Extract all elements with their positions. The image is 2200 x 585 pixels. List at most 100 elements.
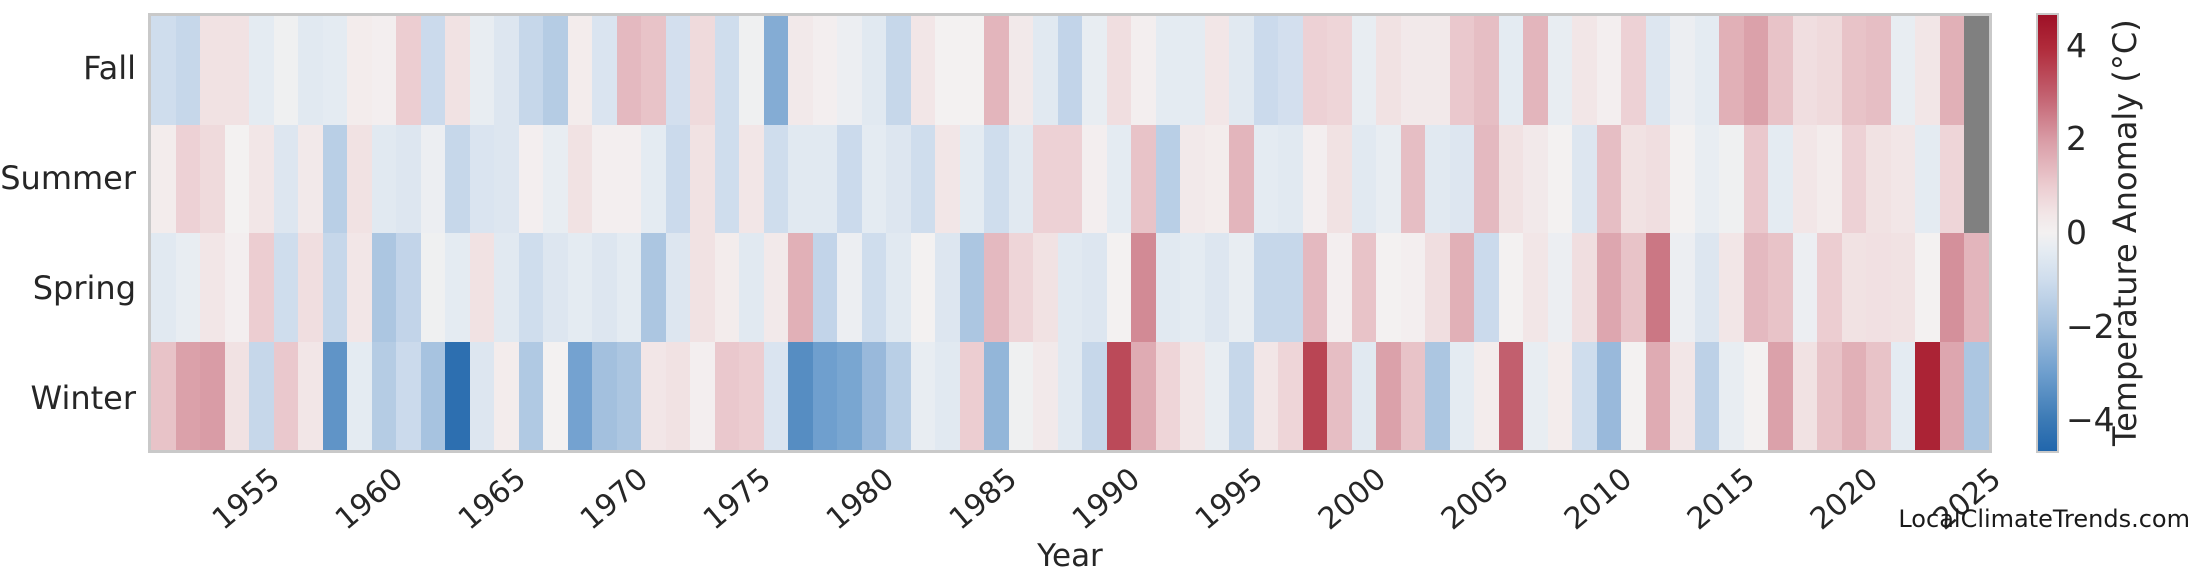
heatmap-cell <box>1155 233 1180 342</box>
heatmap-cell <box>469 16 494 125</box>
heatmap-cell <box>396 341 421 450</box>
heatmap-cell <box>739 233 764 342</box>
heatmap-cell <box>984 341 1009 450</box>
heatmap-cell <box>1792 341 1817 450</box>
heatmap-cell <box>1278 16 1303 125</box>
heatmap-cell <box>322 124 347 233</box>
heatmap-cell <box>1792 124 1817 233</box>
heatmap-cell <box>616 233 641 342</box>
heatmap-cell <box>420 124 445 233</box>
heatmap-cell <box>1008 16 1033 125</box>
x-tick-label-2000: 2000 <box>1311 461 1393 538</box>
heatmap-cell <box>788 16 813 125</box>
heatmap-row-spring <box>151 233 1989 342</box>
heatmap-cell <box>1939 341 1964 450</box>
heatmap-cell <box>1523 16 1548 125</box>
heatmap-cell <box>910 124 935 233</box>
heatmap-cell <box>1890 341 1915 450</box>
heatmap-cell <box>200 16 225 125</box>
heatmap-cell <box>1253 233 1278 342</box>
heatmap-cell <box>1425 16 1450 125</box>
heatmap-cell <box>1302 233 1327 342</box>
heatmap-cell <box>249 233 274 342</box>
colorbar-tick-2: 2 <box>2066 119 2087 159</box>
heatmap-cell <box>1449 233 1474 342</box>
heatmap-cell <box>1498 16 1523 125</box>
heatmap-cell <box>788 233 813 342</box>
heatmap-cell <box>273 233 298 342</box>
heatmap-cell <box>420 341 445 450</box>
heatmap-cell <box>592 233 617 342</box>
heatmap-cell <box>298 341 323 450</box>
heatmap-cell <box>1376 124 1401 233</box>
heatmap-cell <box>812 341 837 450</box>
heatmap-cell <box>935 16 960 125</box>
heatmap-cell <box>1327 16 1352 125</box>
heatmap-cell <box>347 233 372 342</box>
heatmap-cell <box>567 16 592 125</box>
heatmap-cell <box>1082 341 1107 450</box>
heatmap-cell <box>1057 124 1082 233</box>
x-tick-label-1980: 1980 <box>820 461 902 538</box>
heatmap-row-summer <box>151 124 1989 233</box>
heatmap-cell <box>1547 341 1572 450</box>
heatmap-cell <box>1155 16 1180 125</box>
heatmap-grid <box>148 13 1992 453</box>
heatmap-cell <box>1768 16 1793 125</box>
heatmap-cell <box>910 233 935 342</box>
colorbar-gradient <box>2038 15 2057 451</box>
heatmap-cell <box>984 233 1009 342</box>
heatmap-cell <box>984 124 1009 233</box>
heatmap-cell <box>1817 16 1842 125</box>
heatmap-cell <box>469 124 494 233</box>
heatmap-cell <box>200 124 225 233</box>
heatmap-cell <box>567 341 592 450</box>
heatmap-cell <box>1768 341 1793 450</box>
heatmap-cell <box>1057 16 1082 125</box>
heatmap-cell <box>1057 341 1082 450</box>
heatmap-cell <box>273 341 298 450</box>
heatmap-cell <box>518 16 543 125</box>
heatmap-cell <box>1547 16 1572 125</box>
heatmap-cell <box>910 341 935 450</box>
heatmap-cell <box>886 341 911 450</box>
heatmap-cell <box>1351 124 1376 233</box>
heatmap-cell <box>1498 341 1523 450</box>
heatmap-cell <box>371 124 396 233</box>
heatmap-cell <box>1817 233 1842 342</box>
heatmap-cell <box>1131 16 1156 125</box>
heatmap-cell <box>959 16 984 125</box>
heatmap-cell <box>1645 341 1670 450</box>
heatmap-cell <box>1964 124 1989 233</box>
heatmap-cell <box>518 233 543 342</box>
heatmap-cell <box>1621 16 1646 125</box>
heatmap-cell <box>543 233 568 342</box>
heatmap-cell <box>1057 233 1082 342</box>
heatmap-cell <box>935 233 960 342</box>
heatmap-cell <box>1082 16 1107 125</box>
heatmap-cell <box>1131 233 1156 342</box>
heatmap-cell <box>739 341 764 450</box>
heatmap-cell <box>690 233 715 342</box>
heatmap-cell <box>1449 16 1474 125</box>
heatmap-cell <box>861 341 886 450</box>
heatmap-cell <box>494 124 519 233</box>
heatmap-cell <box>1008 124 1033 233</box>
x-tick-label-1970: 1970 <box>574 461 656 538</box>
heatmap-cell <box>347 341 372 450</box>
heatmap-cell <box>1670 341 1695 450</box>
heatmap-cell <box>1915 233 1940 342</box>
heatmap-cell <box>1817 341 1842 450</box>
row-label-summer: Summer <box>0 159 136 197</box>
heatmap-cell <box>1719 16 1744 125</box>
heatmap-cell <box>665 16 690 125</box>
heatmap-cell <box>1302 16 1327 125</box>
heatmap-cell <box>371 16 396 125</box>
heatmap-cell <box>1008 233 1033 342</box>
heatmap-cell <box>1743 16 1768 125</box>
heatmap-cell <box>1131 341 1156 450</box>
heatmap-cell <box>445 233 470 342</box>
heatmap-cell <box>1596 16 1621 125</box>
heatmap-cell <box>1278 124 1303 233</box>
heatmap-cell <box>641 16 666 125</box>
